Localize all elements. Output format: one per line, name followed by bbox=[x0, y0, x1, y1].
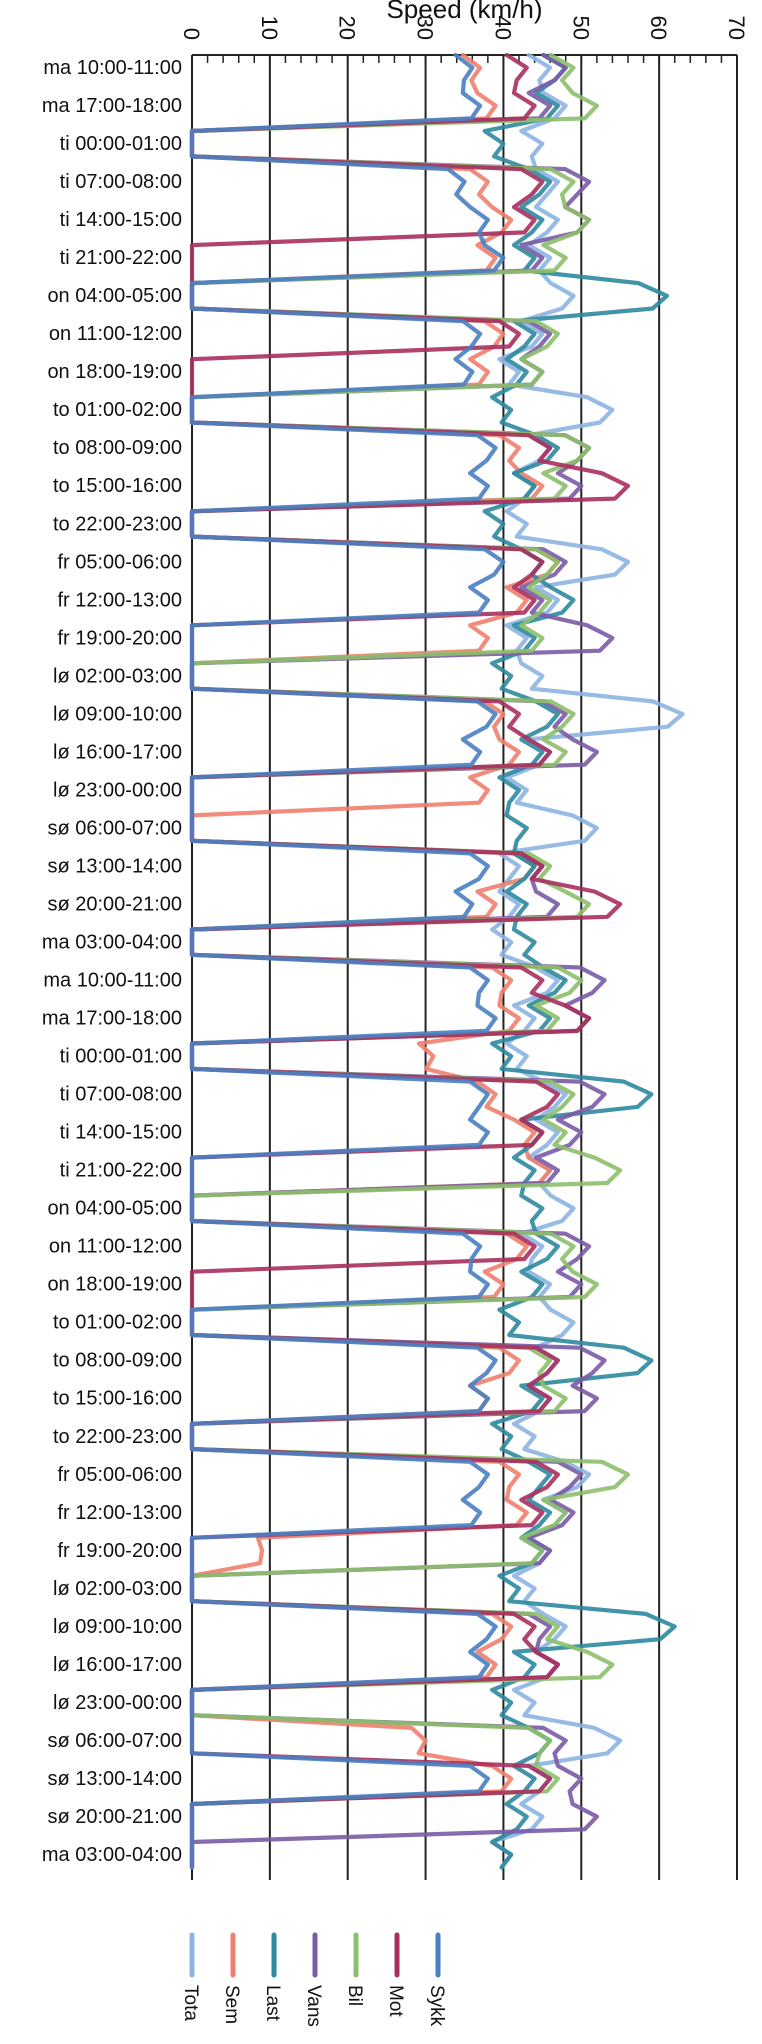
category-label: ma 03:00-04:00 bbox=[42, 1844, 182, 1866]
category-label: ti 14:00-15:00 bbox=[60, 1122, 182, 1144]
text-layer: 0 10 20 30 40 50 60 70 Speed (km/h) ma 10:00-11:0… bbox=[42, 0, 749, 1866]
category-label: lø 02:00-03:00 bbox=[53, 665, 182, 687]
category-label: ma 10:00-11:00 bbox=[43, 970, 182, 992]
legend-item: Bil bbox=[344, 1932, 365, 2006]
category-label: on 18:00-19:00 bbox=[47, 361, 182, 383]
category-label: on 18:00-19:00 bbox=[47, 1274, 182, 1296]
series-layer bbox=[189, 52, 685, 1870]
legend-item: Last bbox=[262, 1932, 283, 2022]
category-label: fr 12:00-13:00 bbox=[57, 589, 182, 611]
x-tick-label: 20 bbox=[335, 16, 360, 40]
category-label: lø 23:00-00:00 bbox=[53, 779, 182, 801]
category-label: lø 16:00-17:00 bbox=[53, 1654, 182, 1676]
category-label: ti 21:00-22:00 bbox=[60, 247, 182, 269]
category-label: on 04:00-05:00 bbox=[47, 285, 182, 307]
legend-item: Sem bbox=[221, 1932, 242, 2024]
legend-label: Tota bbox=[180, 1985, 201, 2021]
axis-title: Speed (km/h) bbox=[386, 0, 542, 24]
legend-item: Mot bbox=[385, 1932, 406, 2017]
category-label: to 01:00-02:00 bbox=[53, 1312, 182, 1334]
legend-label: Sem bbox=[221, 1985, 242, 2024]
x-tick-label: 30 bbox=[413, 16, 438, 40]
category-label: ma 17:00-18:00 bbox=[42, 95, 182, 117]
category-label: ma 10:00-11:00 bbox=[43, 57, 182, 79]
category-label: lø 02:00-03:00 bbox=[53, 1578, 182, 1600]
category-label: ti 14:00-15:00 bbox=[60, 209, 182, 231]
category-label: to 22:00-23:00 bbox=[53, 513, 182, 535]
category-label: sø 20:00-21:00 bbox=[47, 893, 182, 915]
category-label: fr 05:00-06:00 bbox=[57, 1464, 182, 1486]
x-tick-label: 60 bbox=[646, 16, 671, 40]
legend-item: Vans bbox=[303, 1932, 324, 2027]
category-label: lø 23:00-00:00 bbox=[53, 1692, 182, 1714]
category-label: sø 13:00-14:00 bbox=[47, 1768, 182, 1790]
category-label: ti 21:00-22:00 bbox=[60, 1160, 182, 1182]
category-label: ti 07:00-08:00 bbox=[60, 1084, 182, 1106]
category-label: on 11:00-12:00 bbox=[49, 1236, 182, 1258]
category-label: to 22:00-23:00 bbox=[53, 1426, 182, 1448]
x-tick-label: 0 bbox=[179, 28, 204, 40]
category-label: to 01:00-02:00 bbox=[53, 399, 182, 421]
category-label: ma 17:00-18:00 bbox=[42, 1008, 182, 1030]
legend-label: Vans bbox=[303, 1985, 324, 2027]
legend-item: Sykk bbox=[426, 1932, 447, 2027]
category-label: sø 06:00-07:00 bbox=[47, 817, 182, 839]
category-label: to 08:00-09:00 bbox=[53, 437, 182, 459]
category-label: ti 00:00-01:00 bbox=[60, 1046, 182, 1068]
category-label: lø 16:00-17:00 bbox=[53, 741, 182, 763]
x-tick-label: 40 bbox=[490, 16, 515, 40]
category-label: to 15:00-16:00 bbox=[53, 475, 182, 497]
series-line-mot bbox=[189, 52, 631, 1870]
legend-label: Bil bbox=[344, 1985, 365, 2006]
x-tick-label: 70 bbox=[724, 16, 749, 40]
legend-item: Tota bbox=[180, 1932, 201, 2021]
category-label: fr 12:00-13:00 bbox=[57, 1502, 182, 1524]
category-label: on 04:00-05:00 bbox=[47, 1198, 182, 1220]
category-label: ti 07:00-08:00 bbox=[60, 171, 182, 193]
category-label: to 08:00-09:00 bbox=[53, 1350, 182, 1372]
category-label: fr 19:00-20:00 bbox=[57, 627, 182, 649]
category-label: lø 09:00-10:00 bbox=[53, 703, 182, 725]
x-tick-label: 50 bbox=[568, 16, 593, 40]
category-label: to 15:00-16:00 bbox=[53, 1388, 182, 1410]
category-label: fr 19:00-20:00 bbox=[57, 1540, 182, 1562]
legend-label: Mot bbox=[385, 1985, 406, 2017]
series-line-sykk bbox=[189, 52, 506, 1870]
category-label: ti 00:00-01:00 bbox=[60, 133, 182, 155]
category-label: fr 05:00-06:00 bbox=[57, 551, 182, 573]
legend-label: Last bbox=[262, 1985, 283, 2022]
category-label: sø 13:00-14:00 bbox=[47, 855, 182, 877]
category-label: ma 03:00-04:00 bbox=[42, 931, 182, 953]
x-tick-label: 10 bbox=[257, 16, 282, 40]
category-label: sø 06:00-07:00 bbox=[47, 1730, 182, 1752]
category-label: sø 20:00-21:00 bbox=[47, 1806, 182, 1828]
legend-label: Sykk bbox=[426, 1985, 447, 2027]
category-label: on 11:00-12:00 bbox=[49, 323, 182, 345]
category-label: lø 09:00-10:00 bbox=[53, 1616, 182, 1638]
legend: Tota Sem Last Vans Bil Mot Sykk bbox=[180, 1932, 447, 2027]
